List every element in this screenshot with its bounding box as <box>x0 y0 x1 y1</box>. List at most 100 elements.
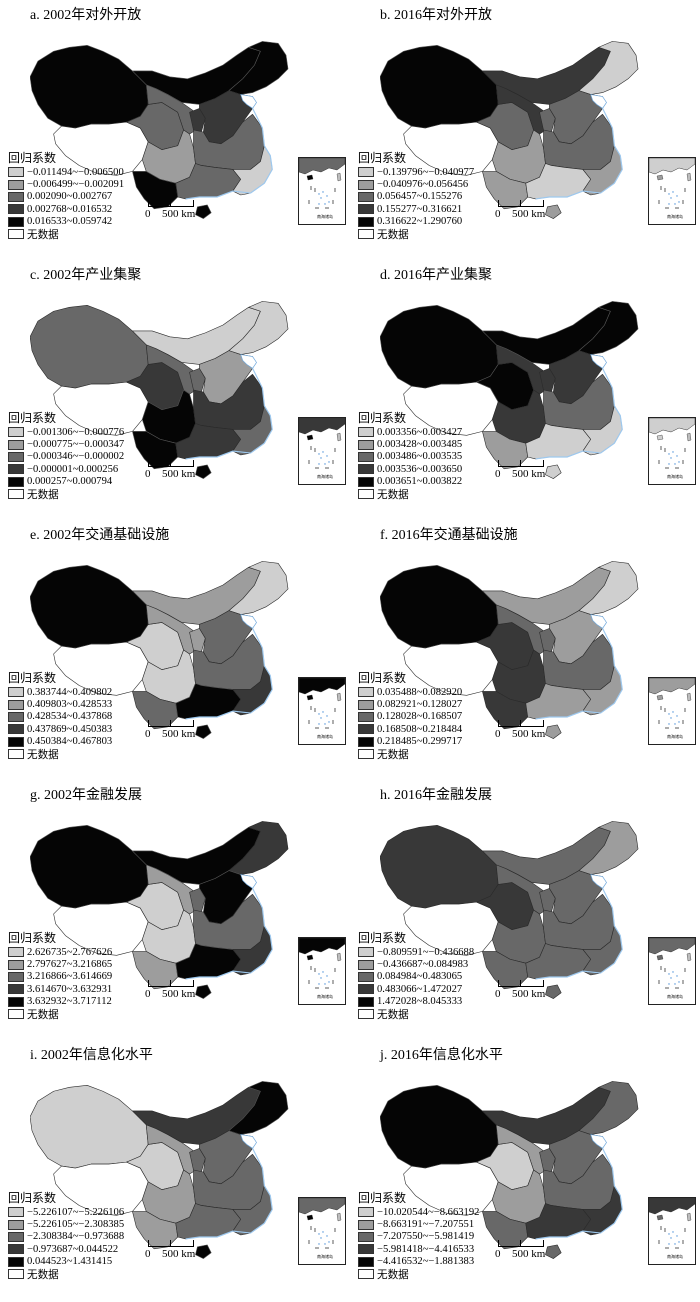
legend-row: 3.614670~3.632931 <box>8 983 178 995</box>
legend-swatch <box>8 179 24 190</box>
island-dot <box>318 973 320 975</box>
panel-title: j. 2016年信息化水平 <box>380 1048 503 1063</box>
inset-taiwan <box>336 952 342 962</box>
legend-row: 0.002090~0.002767 <box>8 191 178 203</box>
island-dot <box>318 453 320 455</box>
legend-label: −0.973687~0.044522 <box>27 1243 119 1255</box>
region-ningxia <box>189 1148 206 1173</box>
legend-row: 0.056457~0.155276 <box>358 191 528 203</box>
legend-title: 回归系数 <box>358 1191 407 1205</box>
legend-row: −0.000346~−0.000002 <box>8 451 178 463</box>
inset-caption: 南海诸岛 <box>667 993 683 999</box>
legend-row: 3.216866~3.614669 <box>8 971 178 983</box>
south-china-sea-inset: 南海诸岛 <box>298 1197 346 1265</box>
island-dot <box>676 195 678 197</box>
legend-row: −0.006499~−0.002091 <box>8 178 178 190</box>
scale-zero-label: 0 <box>145 728 151 740</box>
legend-label: 0.003651~0.003822 <box>377 476 463 488</box>
legend-row: −2.308384~−0.973688 <box>8 1231 178 1243</box>
legend-swatch <box>358 736 374 747</box>
region-tibet <box>403 381 499 436</box>
scale-bar-tick <box>520 980 521 986</box>
legend-row-nodata: 无数据 <box>8 228 178 241</box>
south-china-sea-inset: 南海诸岛 <box>648 677 696 745</box>
legend-row-nodata: 无数据 <box>358 1008 528 1021</box>
island-dot <box>326 1235 328 1237</box>
map-panel: j. 2016年信息化水平 南海诸岛 回归系数 −10.020544~−8.66319… <box>350 1042 700 1302</box>
legend-label: 0.082921~0.128027 <box>377 699 463 711</box>
island-dot <box>672 971 674 973</box>
panel-title: h. 2016年金融发展 <box>380 788 492 803</box>
legend-row: 0.003486~0.003535 <box>358 451 528 463</box>
legend-row: −5.226107~−5.226106 <box>8 1206 178 1218</box>
inset-taiwan <box>686 1212 692 1222</box>
panel-title: g. 2002年金融发展 <box>30 788 142 803</box>
legend-swatch <box>358 451 374 462</box>
south-china-sea-inset: 南海诸岛 <box>298 677 346 745</box>
island-dot <box>320 457 322 459</box>
legend-swatch <box>358 959 374 970</box>
legend-label: −5.981418~−4.416533 <box>377 1243 475 1255</box>
legend-label: 0.218485~0.299717 <box>377 736 463 748</box>
legend-title: 回归系数 <box>358 931 407 945</box>
legend-label: 0.428534~0.437868 <box>27 711 113 723</box>
panel-title: i. 2002年信息化水平 <box>30 1048 153 1063</box>
legend-row-nodata: 无数据 <box>8 1008 178 1021</box>
choropleth-map <box>30 41 289 219</box>
island-dot <box>676 975 678 977</box>
inset-caption: 南海诸岛 <box>317 473 333 479</box>
legend-label: −0.011494~−0.006500 <box>27 166 124 178</box>
island-dot <box>320 1237 322 1239</box>
scale-bar-tick <box>170 720 171 726</box>
inset-hainan <box>656 1214 664 1221</box>
scale-distance-label: 500 km <box>162 208 196 220</box>
legend-title: 回归系数 <box>8 671 57 685</box>
legend-label: −0.436687~0.084983 <box>377 959 469 971</box>
legend-swatch <box>8 699 24 710</box>
island-dot <box>326 195 328 197</box>
inset-mainland <box>649 938 695 955</box>
south-china-sea-inset: 南海诸岛 <box>298 937 346 1005</box>
legend-label: −4.416532~−1.881383 <box>377 1256 475 1268</box>
legend: 回归系数 −10.020544~−8.663192 −8.663191~−7.207… <box>358 1191 528 1281</box>
legend-row-nodata: 无数据 <box>8 488 178 501</box>
legend-row-nodata: 无数据 <box>358 1268 528 1281</box>
scale-bar-tick <box>520 1240 521 1246</box>
legend-label: 无数据 <box>377 489 409 501</box>
legend-label: 0.002768~0.016532 <box>27 203 113 215</box>
island-dot <box>318 983 320 985</box>
island-dot <box>322 1231 324 1233</box>
region-xinjiang <box>30 305 149 389</box>
legend-row: 0.082921~0.128027 <box>358 698 528 710</box>
inset-caption: 南海诸岛 <box>667 733 683 739</box>
legend-row: 0.002768~0.016532 <box>8 203 178 215</box>
legend-swatch <box>8 204 24 215</box>
legend-row: 0.084984~0.483065 <box>358 971 528 983</box>
bohai-sea <box>240 354 257 369</box>
panel-title: b. 2016年对外开放 <box>380 8 492 23</box>
legend-swatch <box>358 489 374 500</box>
legend-label: 无数据 <box>377 1269 409 1281</box>
legend-row: −4.416532~−1.881383 <box>358 1256 528 1268</box>
region-tibet <box>53 121 149 176</box>
legend-swatch <box>8 996 24 1007</box>
legend-swatch <box>358 1231 374 1242</box>
choropleth-map <box>380 301 639 479</box>
island-dot <box>322 971 324 973</box>
island-dot <box>320 717 322 719</box>
legend-swatch <box>358 1244 374 1255</box>
region-ningxia <box>539 628 556 653</box>
legend-row: 0.428534~0.437868 <box>8 711 178 723</box>
legend-row: −0.000001~0.000256 <box>8 463 178 475</box>
inset-mainland <box>299 158 345 175</box>
legend-swatch <box>358 984 374 995</box>
region-hainan <box>195 204 212 219</box>
legend-label: 无数据 <box>377 229 409 241</box>
island-dot <box>674 723 676 725</box>
island-dot <box>326 975 328 977</box>
legend-swatch <box>8 167 24 178</box>
panel-title: f. 2016年交通基础设施 <box>380 528 518 543</box>
island-dot <box>672 451 674 453</box>
island-dot <box>318 723 320 725</box>
region-yunnan <box>132 691 179 730</box>
